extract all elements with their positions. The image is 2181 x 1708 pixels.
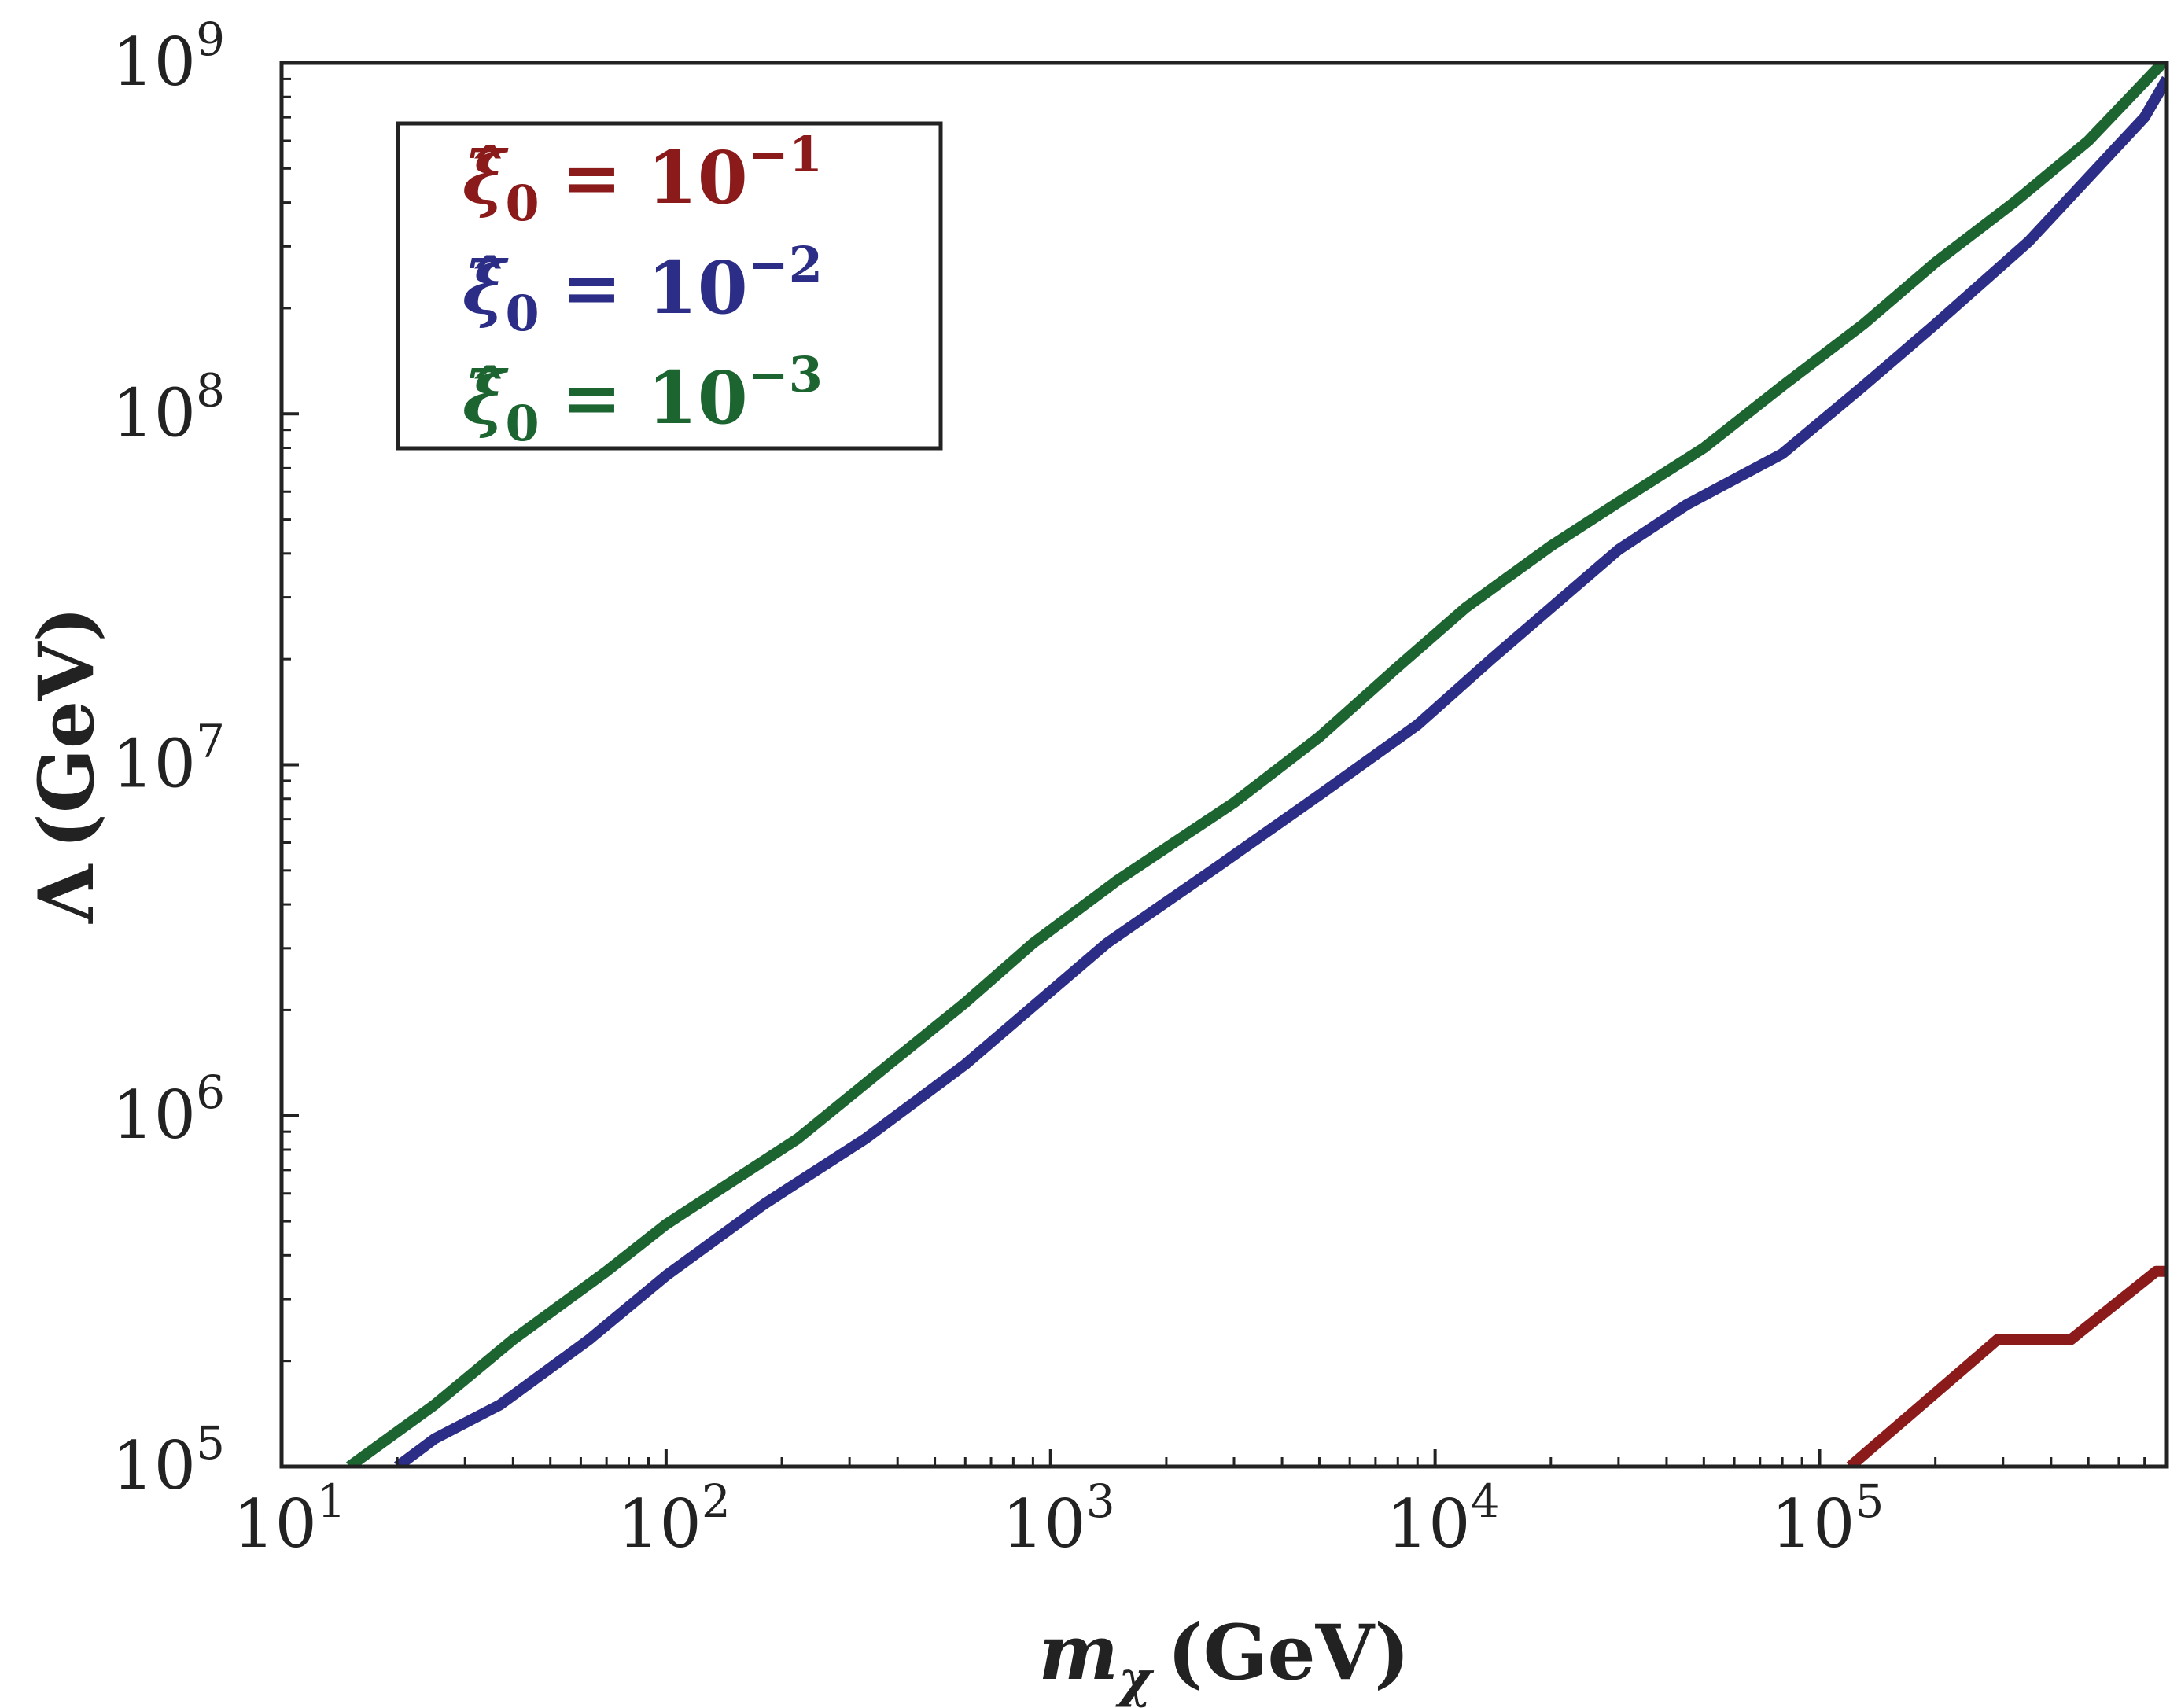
x-axis-label-variable: m xyxy=(1038,1608,1118,1697)
legend-box xyxy=(396,121,943,451)
series-line-xi0_1e-1 xyxy=(1846,1265,2167,1467)
x-axis-label-subscript: χ xyxy=(1115,1650,1155,1708)
series-line-xi0_1e-2 xyxy=(394,75,2167,1467)
x-axis-label-unit: (GeV) xyxy=(1167,1608,1409,1697)
x-tick-label: 103 xyxy=(1002,1474,1115,1563)
series-layer xyxy=(345,63,2167,1467)
x-axis-label: mχ (GeV) xyxy=(1038,1608,1409,1708)
y-axis-label: Λ (GeV) xyxy=(22,606,111,924)
x-tick-label: 101 xyxy=(233,1474,346,1563)
legend-entry-xi0_1e-1: ξ̂0 = 10−1 xyxy=(462,126,823,232)
y-tick-label: 105 xyxy=(112,1416,225,1504)
legend-entry-xi0_1e-3: ξ̂0 = 10−3 xyxy=(462,346,823,452)
x-tick-label: 104 xyxy=(1387,1474,1500,1563)
y-tick-label: 109 xyxy=(112,13,225,101)
tick-layer: 101 102 103 104 105 105 106 107 108 109 xyxy=(112,13,2168,1563)
legend: ξ̂0 = 10−1ξ̂0 = 10−2ξ̂0 = 10−3 xyxy=(396,121,943,452)
x-tick-label: 102 xyxy=(617,1474,731,1563)
y-axis-label-variable: Λ xyxy=(22,863,111,924)
y-axis-label-unit: (GeV) xyxy=(22,606,111,848)
series-line-xi0_1e-3 xyxy=(345,63,2167,1467)
y-tick-label: 108 xyxy=(112,363,225,451)
y-tick-label: 107 xyxy=(112,715,225,803)
y-tick-label: 106 xyxy=(112,1066,225,1154)
x-tick-label: 105 xyxy=(1771,1474,1884,1563)
legend-entry-xi0_1e-2: ξ̂0 = 10−2 xyxy=(462,236,823,342)
